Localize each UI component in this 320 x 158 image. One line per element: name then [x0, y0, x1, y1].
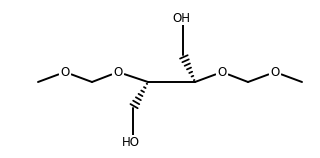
Text: O: O [270, 66, 280, 79]
Text: O: O [113, 66, 123, 79]
Text: O: O [60, 66, 70, 79]
Text: O: O [217, 66, 227, 79]
Text: HO: HO [122, 136, 140, 149]
Text: OH: OH [172, 12, 190, 24]
